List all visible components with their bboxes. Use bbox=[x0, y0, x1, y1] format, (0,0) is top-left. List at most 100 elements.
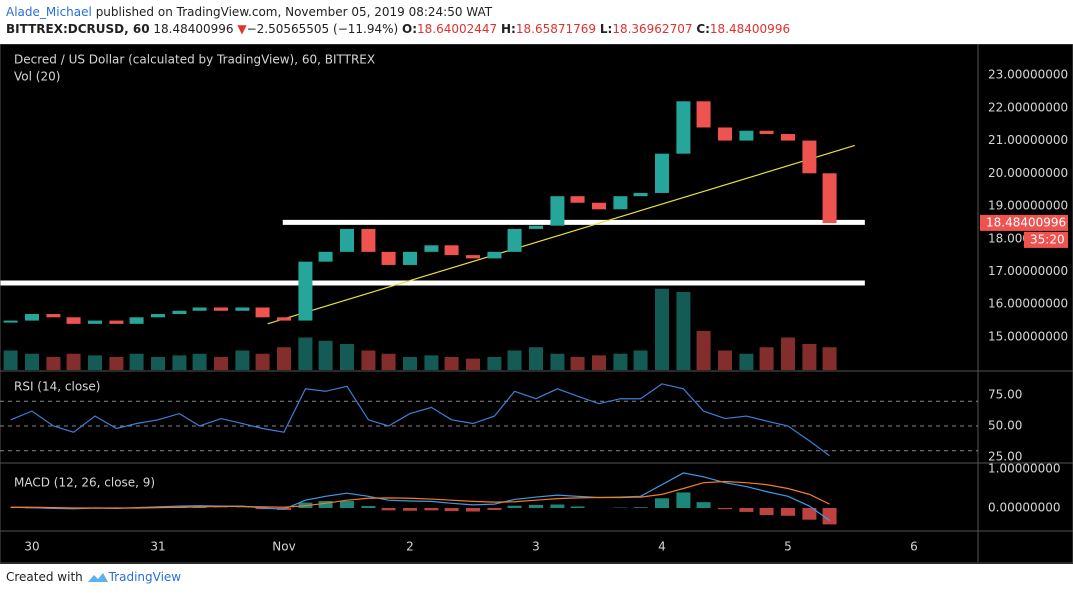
histogram-bar bbox=[507, 505, 522, 509]
candle bbox=[66, 317, 81, 324]
trendline bbox=[267, 144, 855, 325]
histogram-bar bbox=[570, 506, 585, 509]
volume-bar bbox=[507, 350, 522, 370]
header: Alade_Michael published on TradingView.c… bbox=[6, 4, 790, 38]
volume-bar bbox=[465, 358, 480, 370]
candle bbox=[465, 255, 480, 259]
l-label: L: bbox=[599, 22, 613, 36]
candle bbox=[822, 173, 837, 224]
volume-bar bbox=[487, 357, 502, 370]
histogram-bar bbox=[339, 500, 354, 509]
candle bbox=[88, 320, 103, 324]
histogram-bar bbox=[487, 508, 502, 510]
rsi-title: RSI (14, close) bbox=[14, 380, 100, 394]
x-tick-label: 6 bbox=[910, 540, 918, 554]
candle bbox=[550, 196, 565, 226]
histogram-bar bbox=[318, 500, 333, 509]
candle bbox=[3, 320, 18, 323]
footer: Created with TradingView bbox=[6, 570, 181, 584]
volume-bar bbox=[613, 353, 628, 370]
volume-bar bbox=[235, 350, 250, 370]
author[interactable]: Alade_Michael bbox=[6, 5, 92, 19]
macd-line bbox=[10, 480, 830, 509]
volume-bar bbox=[717, 350, 732, 370]
x-tick-label: 5 bbox=[784, 540, 792, 554]
candle bbox=[25, 314, 40, 321]
histogram-bar bbox=[465, 508, 480, 512]
histogram-bar bbox=[654, 498, 669, 509]
arrow: ▼ bbox=[237, 22, 247, 36]
candle bbox=[318, 251, 333, 262]
candle bbox=[528, 225, 543, 229]
volume-bar bbox=[550, 353, 565, 370]
high: 18.65871769 bbox=[515, 22, 597, 36]
candle bbox=[591, 202, 606, 210]
volume-bar bbox=[151, 357, 166, 370]
volume-bar bbox=[339, 344, 354, 370]
candle bbox=[507, 228, 522, 252]
candle bbox=[277, 317, 292, 321]
macd-title: MACD (12, 26, close, 9) bbox=[14, 476, 155, 490]
volume-bar bbox=[46, 357, 61, 370]
candle bbox=[339, 228, 354, 252]
last: 18.48400996 bbox=[153, 22, 234, 36]
logo bbox=[87, 572, 108, 582]
histogram-bar bbox=[424, 508, 439, 511]
y-tick-label: 16.00000000 bbox=[988, 297, 1068, 311]
volume-bar bbox=[66, 353, 81, 370]
volume-bar bbox=[739, 353, 754, 370]
rsi-line bbox=[10, 383, 830, 457]
low: 18.36962707 bbox=[612, 22, 693, 36]
candle bbox=[381, 251, 396, 265]
histogram-bar bbox=[717, 508, 732, 510]
c-label: C: bbox=[696, 22, 710, 36]
y-tick-label: 17.00000000 bbox=[988, 264, 1068, 278]
histogram-bar bbox=[759, 508, 774, 516]
brand[interactable]: TradingView bbox=[108, 570, 182, 584]
histogram-bar bbox=[739, 508, 754, 512]
volume-bar bbox=[444, 357, 459, 370]
y-tick-label: 22.00000000 bbox=[988, 100, 1068, 114]
chart-title: Decred / US Dollar (calculated by Tradin… bbox=[14, 53, 375, 67]
y-tick-label: 1.00000000 bbox=[988, 462, 1061, 476]
volume-bar bbox=[192, 353, 207, 370]
candle bbox=[151, 314, 166, 318]
volume-bar bbox=[822, 347, 837, 370]
volume-label: Vol (20) bbox=[14, 70, 60, 84]
background bbox=[0, 44, 1073, 564]
histogram-bar bbox=[696, 502, 711, 509]
y-tick-label: 23.00000000 bbox=[988, 68, 1068, 82]
y-tick-label: 19.00000000 bbox=[988, 199, 1068, 213]
x-tick-label: 3 bbox=[532, 540, 540, 554]
header-line: BITTREX:DCRUSD, 60 18.48400996 ▼−2.50565… bbox=[6, 21, 790, 38]
histogram-bar bbox=[822, 508, 837, 525]
histogram-bar bbox=[381, 508, 396, 511]
histogram-bar bbox=[402, 508, 417, 511]
open: 18.64002447 bbox=[417, 22, 498, 36]
volume-bar bbox=[780, 337, 795, 370]
volume-bar bbox=[25, 353, 40, 370]
volume-bar bbox=[676, 292, 691, 370]
y-tick-label: 25.00 bbox=[988, 450, 1022, 464]
candle bbox=[613, 196, 628, 210]
x-tick-label: Nov bbox=[272, 540, 295, 554]
volume-bar bbox=[214, 357, 229, 370]
histogram-bar bbox=[802, 508, 817, 520]
histogram-bar bbox=[361, 506, 376, 509]
frame bbox=[0, 44, 1073, 564]
candle bbox=[487, 251, 502, 259]
y-tick-label: 75.00 bbox=[988, 388, 1022, 402]
histogram-bar bbox=[780, 508, 795, 516]
price-box bbox=[980, 214, 1068, 231]
volume-bar bbox=[109, 357, 124, 370]
candle bbox=[214, 307, 229, 311]
o-label: O: bbox=[402, 22, 418, 36]
volume-bar bbox=[759, 347, 774, 370]
histogram-bar bbox=[444, 508, 459, 512]
candle bbox=[780, 134, 795, 141]
header-line: Alade_Michael published on TradingView.c… bbox=[6, 4, 790, 21]
histogram-bar bbox=[633, 507, 648, 509]
y-tick-label: 15.00000000 bbox=[988, 329, 1068, 343]
y-tick-label: 50.00 bbox=[988, 419, 1022, 433]
